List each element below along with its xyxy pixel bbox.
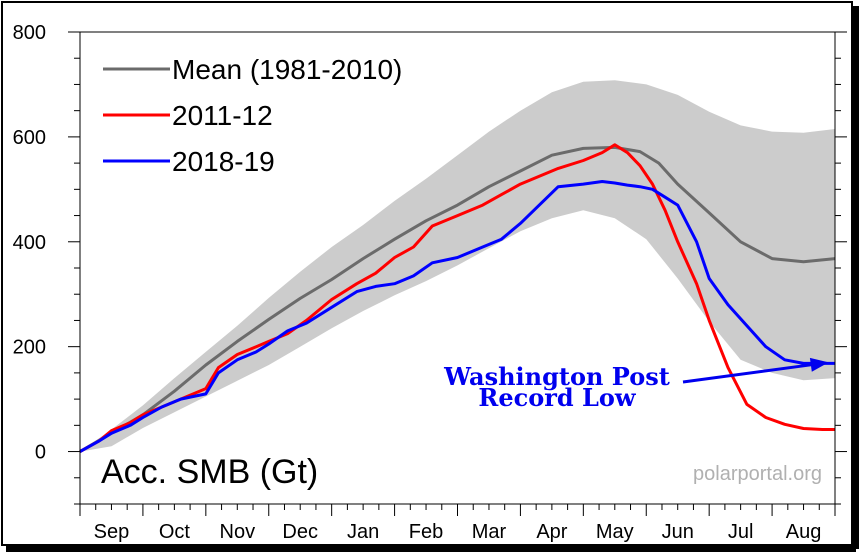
series-layer [79,143,836,453]
x-tick-label-dec: Dec [282,521,318,543]
y-axis: 800 600 400 200 0 [13,22,847,505]
y-tick-label: 200 [13,337,46,359]
y-tick-label: 600 [13,127,46,149]
x-axis: Sep Oct Nov Dec Jan Feb Mar Apr May Jun Jul Aug [79,504,836,543]
x-tick-label-jul: Jul [728,521,754,543]
annotation-arrow [682,363,812,384]
legend-label-2018-19: 2018-19 [172,146,275,177]
x-tick-label-sep: Sep [94,521,130,543]
legend-label-mean: Mean (1981-2010) [172,54,402,85]
x-tick-label-aug: Aug [786,521,822,543]
x-tick-label-jun: Jun [662,521,694,543]
x-tick-label-apr: Apr [536,521,567,543]
x-tick-label-jan: Jan [347,521,379,543]
x-tick-label-mar: Mar [472,521,507,543]
annotation-line-2: Record Low [478,383,637,412]
y-tick-label: 400 [13,232,46,254]
y-axis-label: Acc. SMB (Gt) [101,453,318,491]
series-line-2018-19 [79,180,835,453]
annotation: Washington Post Record Low [443,357,829,412]
series-line-2011-12 [79,143,835,453]
y-tick-label: 0 [35,442,46,464]
legend-label-2011-12: 2011-12 [172,100,273,131]
x-tick-label-feb: Feb [409,521,443,543]
x-tick-label-may: May [596,521,634,543]
legend: Mean (1981-2010) 2011-12 2018-19 [103,54,402,177]
series-line-mean [79,145,836,453]
x-tick-label-nov: Nov [220,521,256,543]
source-credit: polarportal.org [693,463,822,485]
y-tick-label: 800 [13,22,46,44]
annotation-arrowhead [809,357,829,372]
annotation-line-1: Washington Post [443,362,670,391]
x-tick-label-oct: Oct [159,521,191,543]
